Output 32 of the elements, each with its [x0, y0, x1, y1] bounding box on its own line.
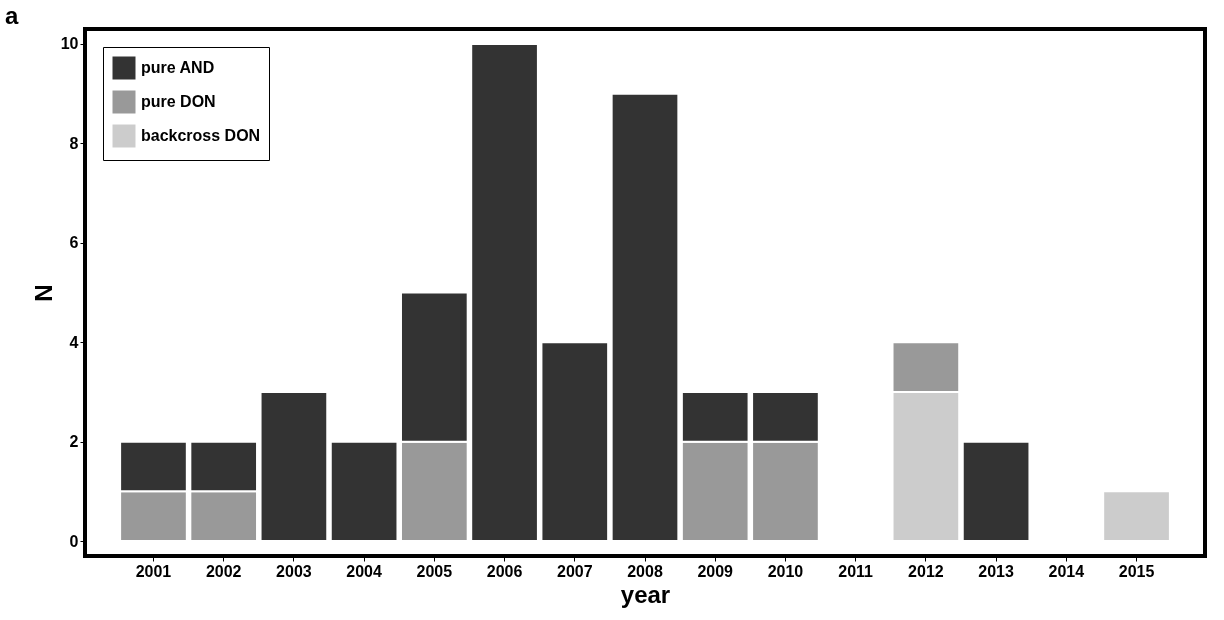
bar	[329, 440, 399, 543]
bar	[1102, 490, 1171, 543]
x-tick-label: 2015	[1118, 562, 1155, 580]
x-tick-label: 2009	[697, 562, 734, 580]
y-tick-label: 2	[69, 433, 79, 451]
y-axis-title: N	[29, 284, 57, 302]
x-tick-label: 2006	[486, 562, 523, 580]
x-tick-label: 2011	[838, 562, 874, 580]
legend-label: pure AND	[141, 59, 215, 76]
y-tick-label: 10	[60, 35, 79, 53]
bar	[610, 92, 680, 543]
chart-title: a	[5, 2, 19, 29]
y-tick-label: 4	[69, 333, 79, 351]
y-tick-label: 8	[69, 134, 79, 152]
x-tick-label: 2012	[908, 562, 944, 580]
legend-label: backcross DON	[141, 127, 261, 144]
x-tick-label: 2007	[556, 562, 593, 580]
y-tick-label: 6	[69, 234, 79, 252]
x-tick-label: 2002	[205, 562, 242, 580]
x-tick-label: 2005	[416, 562, 453, 580]
x-tick-label: 2008	[627, 562, 663, 580]
bar	[961, 440, 1031, 543]
bar	[259, 390, 329, 543]
x-axis-title: year	[620, 580, 671, 608]
legend-label: pure DON	[141, 93, 216, 110]
y-tick-label: 0	[69, 532, 79, 550]
x-tick-label: 2013	[978, 562, 1014, 580]
x-tick-label: 2010	[767, 562, 804, 580]
x-tick-label: 2004	[346, 562, 383, 580]
x-tick-label: 2014	[1048, 562, 1085, 580]
x-tick-label: 2001	[135, 562, 172, 580]
x-tick-label: 2003	[276, 562, 312, 580]
